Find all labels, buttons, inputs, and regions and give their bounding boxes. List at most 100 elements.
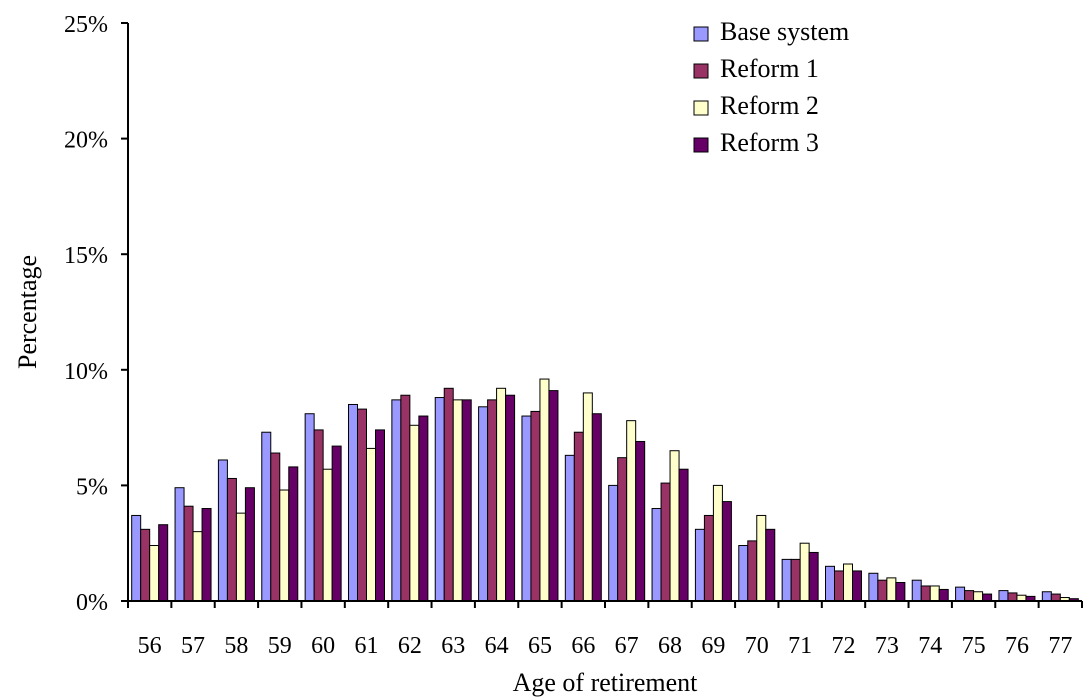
bar-reform-2-63 xyxy=(452,399,463,602)
bar-reform-1-67 xyxy=(617,457,628,602)
bar-base-system-65 xyxy=(521,415,532,602)
x-tick-label: 58 xyxy=(224,633,248,659)
bar-base-system-56 xyxy=(131,514,142,602)
bar-reform-1-75 xyxy=(964,590,975,602)
x-tick-label: 60 xyxy=(311,633,335,659)
x-tick-label: 74 xyxy=(918,633,942,659)
bar-base-system-58 xyxy=(217,459,228,602)
bar-reform-1-61 xyxy=(357,408,367,602)
bar-reform-3-57 xyxy=(201,508,212,602)
legend-label-reform-1: Reform 1 xyxy=(720,54,819,83)
x-tick-label: 62 xyxy=(398,633,422,659)
bar-base-system-64 xyxy=(478,406,489,602)
y-tick-label: 0% xyxy=(76,590,108,616)
bar-reform-2-57 xyxy=(192,531,203,602)
bar-reform-1-60 xyxy=(313,429,324,602)
bar-reform-2-58 xyxy=(235,512,246,602)
bar-base-system-77 xyxy=(1041,591,1052,602)
bar-reform-3-59 xyxy=(288,466,299,602)
x-tick-label: 77 xyxy=(1048,633,1072,659)
bar-base-system-75 xyxy=(955,586,966,602)
bar-base-system-73 xyxy=(868,572,879,602)
legend-label-base-system: Base system xyxy=(720,17,849,46)
bar-reform-2-69 xyxy=(712,484,723,602)
bar-reform-1-72 xyxy=(834,570,844,602)
bar-reform-2-70 xyxy=(756,514,767,602)
legend-swatch-reform-2 xyxy=(693,100,709,116)
y-tick-label: 20% xyxy=(64,128,108,154)
bar-base-system-76 xyxy=(998,590,1009,602)
bar-reform-3-65 xyxy=(548,390,559,602)
bar-base-system-66 xyxy=(564,454,575,602)
bar-base-system-57 xyxy=(174,487,185,602)
bar-reform-1-68 xyxy=(660,482,671,602)
x-tick-label: 72 xyxy=(832,633,856,659)
bar-reform-2-64 xyxy=(496,387,507,602)
bar-reform-1-69 xyxy=(703,514,714,602)
bar-reform-3-63 xyxy=(461,399,472,602)
legend: Base system Reform 1 Reform 2 Reform 3 xyxy=(693,17,849,157)
bar-reform-3-75 xyxy=(982,593,993,602)
bars-group xyxy=(131,378,1079,602)
bar-reform-3-69 xyxy=(721,501,732,602)
bar-reform-1-58 xyxy=(226,477,237,602)
y-tick-label: 25% xyxy=(64,12,108,38)
legend-swatch-reform-3 xyxy=(693,137,709,153)
bar-base-system-60 xyxy=(304,413,315,602)
bar-reform-2-75 xyxy=(973,591,984,602)
bar-base-system-70 xyxy=(738,545,749,602)
y-tick-label: 15% xyxy=(64,243,108,269)
bar-reform-1-62 xyxy=(400,394,411,602)
x-tick-label: 59 xyxy=(268,633,292,659)
y-axis-ticks: 0% 5% 10% 15% 20% 25% xyxy=(64,12,128,616)
y-axis-title: Percentage xyxy=(13,255,42,369)
x-tick-label: 65 xyxy=(528,633,552,659)
x-tick-label: 66 xyxy=(571,633,595,659)
bar-reform-2-67 xyxy=(626,420,637,602)
bar-reform-2-56 xyxy=(149,545,160,602)
bar-base-system-62 xyxy=(391,399,402,602)
x-tick-label: 63 xyxy=(441,633,465,659)
bar-reform-1-71 xyxy=(790,558,801,602)
bar-base-system-63 xyxy=(434,397,445,602)
bar-reform-2-61 xyxy=(366,447,376,602)
bar-reform-3-66 xyxy=(591,413,602,602)
bar-reform-1-59 xyxy=(270,452,281,602)
x-tick-label: 56 xyxy=(138,633,162,659)
bar-reform-3-72 xyxy=(852,570,862,602)
bar-reform-3-68 xyxy=(678,468,689,602)
y-tick-label: 5% xyxy=(76,474,108,500)
bar-base-system-69 xyxy=(694,528,705,602)
bar-reform-1-73 xyxy=(877,579,888,602)
bar-reform-3-73 xyxy=(895,582,906,602)
legend-label-reform-3: Reform 3 xyxy=(720,128,819,157)
x-tick-label: 64 xyxy=(485,633,509,659)
bar-reform-1-74 xyxy=(920,585,931,602)
bar-reform-3-64 xyxy=(505,394,516,602)
bar-reform-3-74 xyxy=(938,588,949,602)
y-tick-label: 10% xyxy=(64,359,108,385)
bar-reform-2-65 xyxy=(539,378,550,602)
x-tick-label: 68 xyxy=(658,633,682,659)
bar-base-system-71 xyxy=(781,558,792,602)
bar-base-system-68 xyxy=(651,508,662,602)
bar-reform-3-70 xyxy=(765,528,776,602)
bar-reform-2-74 xyxy=(929,585,940,602)
x-axis-title: Age of retirement xyxy=(513,668,699,697)
bar-reform-1-63 xyxy=(443,387,454,602)
bar-reform-2-68 xyxy=(669,450,680,602)
x-tick-label: 61 xyxy=(355,633,379,659)
bar-reform-3-71 xyxy=(808,551,819,602)
bar-base-system-61 xyxy=(348,403,358,602)
bar-base-system-59 xyxy=(261,431,272,602)
bar-reform-3-67 xyxy=(635,440,646,602)
bar-reform-2-60 xyxy=(322,468,333,602)
bar-reform-2-66 xyxy=(582,392,593,602)
bar-reform-1-56 xyxy=(140,528,151,602)
x-tick-label: 71 xyxy=(788,633,812,659)
bar-reform-3-58 xyxy=(244,487,255,602)
x-tick-label: 73 xyxy=(875,633,899,659)
bar-base-system-74 xyxy=(911,579,922,602)
legend-label-reform-2: Reform 2 xyxy=(720,91,819,120)
